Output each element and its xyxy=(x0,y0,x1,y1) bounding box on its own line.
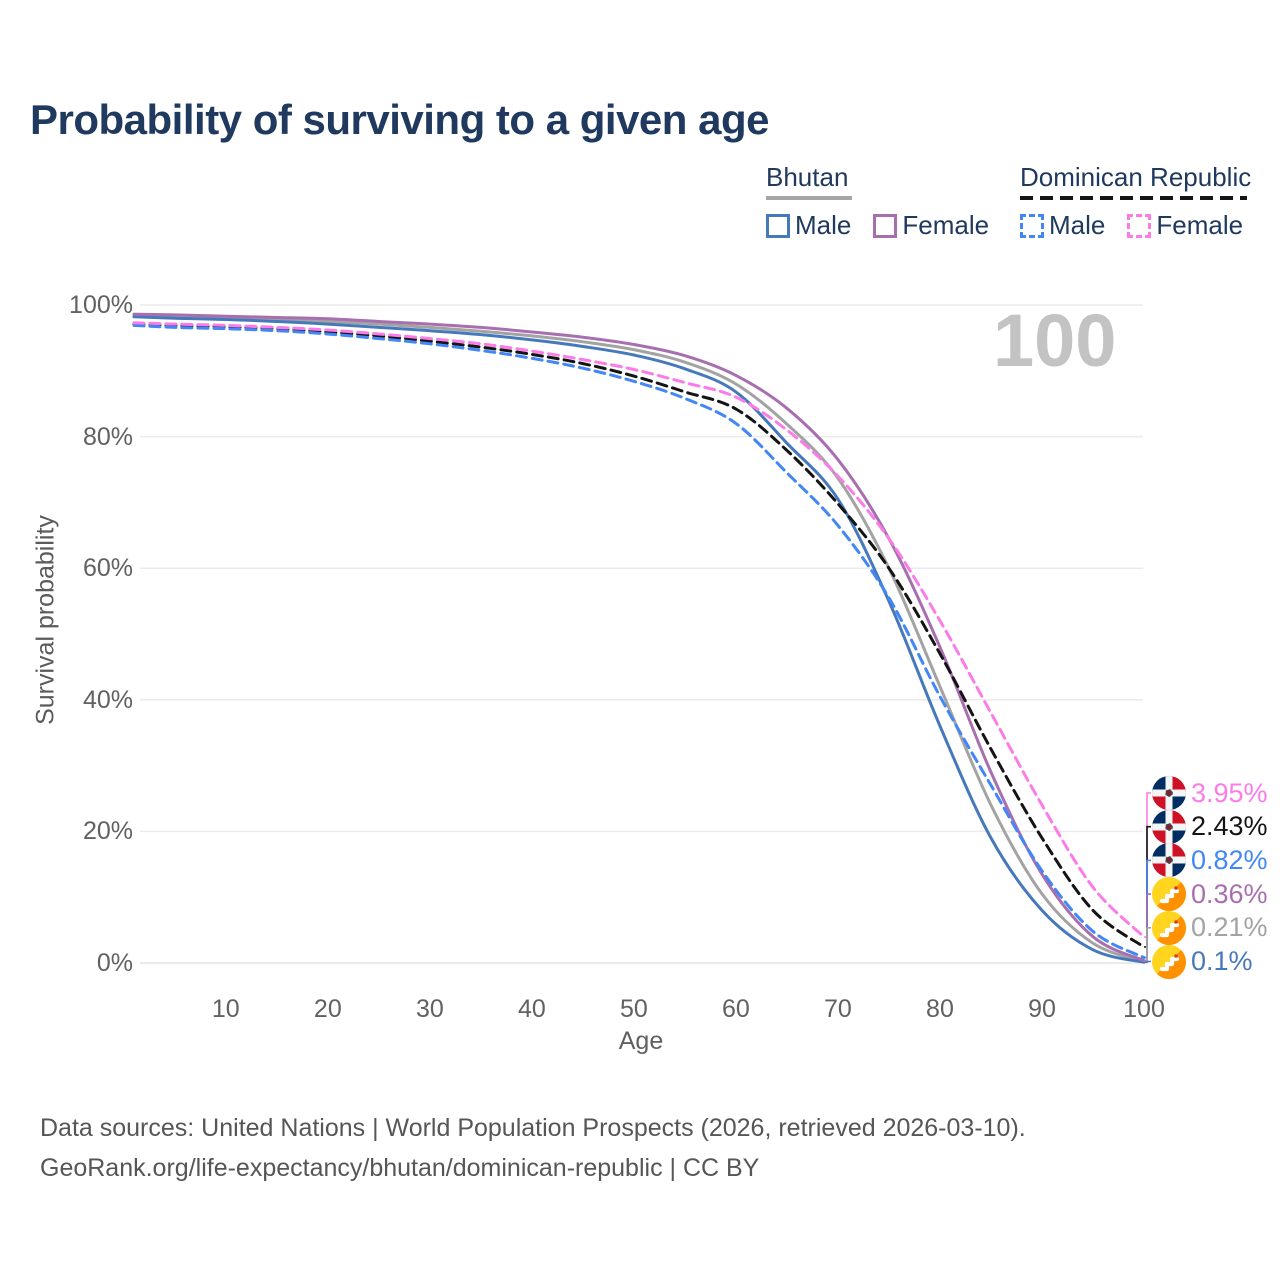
series-line-dominican-republic-male[interactable] xyxy=(132,323,1146,960)
x-tick-label: 50 xyxy=(619,995,648,1023)
page-title: Probability of surviving to a given age xyxy=(30,96,769,143)
dominican-republic-flag-icon xyxy=(1152,809,1186,844)
series-line-dominican-republic-female[interactable] xyxy=(132,321,1146,939)
age-counter-watermark: 100 xyxy=(993,299,1117,382)
end-label-value: 0.1% xyxy=(1191,946,1253,976)
series-line-bhutan-total[interactable] xyxy=(132,314,1146,964)
footer: Data sources: United Nations | World Pop… xyxy=(40,1108,1026,1188)
dominican-republic-flag-icon xyxy=(1152,776,1186,810)
end-label-value: 0.21% xyxy=(1191,912,1268,943)
y-tick-label: 100% xyxy=(69,291,133,319)
x-tick-label: 30 xyxy=(415,995,444,1023)
x-tick-label: 80 xyxy=(926,995,954,1023)
legend-country-bhutan: Bhutan xyxy=(766,162,849,192)
x-tick-label: 70 xyxy=(824,995,852,1023)
legend-label-bhutan-female[interactable]: Female xyxy=(902,210,990,240)
legend-group-dominican-republic: Dominican Republic Male Female xyxy=(1020,162,1265,241)
end-label-row: 3.95% xyxy=(1152,775,1268,811)
x-tick-label: 90 xyxy=(1028,995,1056,1023)
legend-label-bhutan-male[interactable]: Male xyxy=(795,210,852,240)
x-tick-label: 40 xyxy=(517,995,546,1023)
x-tick-label: 60 xyxy=(722,995,750,1023)
x-tick-label: 100 xyxy=(1123,995,1165,1023)
series-line-dominican-republic-total[interactable] xyxy=(132,322,1146,949)
end-label-value: 0.36% xyxy=(1191,878,1268,909)
y-tick-label: 20% xyxy=(82,817,133,846)
end-label-row: 0.1% xyxy=(1152,944,1253,980)
legend-underline-dashed xyxy=(1020,196,1247,200)
dominican-republic-flag-icon xyxy=(1152,843,1186,878)
end-label-value: 2.43% xyxy=(1191,811,1268,842)
end-label-connector xyxy=(1144,960,1151,964)
end-label-value: 3.95% xyxy=(1191,777,1268,808)
checkbox-dr-male[interactable] xyxy=(1020,213,1044,238)
legend-label-dr-female[interactable]: Female xyxy=(1156,210,1244,240)
series-line-bhutan-female[interactable] xyxy=(132,312,1146,963)
bhutan-flag-icon xyxy=(1152,877,1186,912)
y-tick-label: 0% xyxy=(96,949,133,977)
checkbox-dr-female[interactable] xyxy=(1127,213,1152,238)
legend-label-dr-male[interactable]: Male xyxy=(1049,210,1106,240)
legend-underline-solid xyxy=(766,196,852,200)
bhutan-flag-icon xyxy=(1152,910,1186,945)
checkbox-bhutan-female[interactable] xyxy=(873,213,898,238)
y-axis-title: Survival probability xyxy=(31,515,60,725)
y-tick-label: 40% xyxy=(82,685,133,714)
end-label-row: 0.21% xyxy=(1152,910,1268,946)
legend-group-bhutan: Bhutan Male Female xyxy=(766,162,1011,241)
y-tick-label: 80% xyxy=(82,422,133,451)
footer-link: GeoRank.org/life-expectancy/bhutan/domin… xyxy=(40,1154,760,1182)
end-label-row: 0.82% xyxy=(1152,842,1268,878)
y-tick-label: 60% xyxy=(82,554,133,583)
bhutan-flag-icon xyxy=(1152,944,1186,979)
end-label-value: 0.82% xyxy=(1191,844,1268,875)
x-tick-label: 10 xyxy=(211,995,240,1023)
end-label-row: 2.43% xyxy=(1152,809,1268,845)
checkbox-bhutan-male[interactable] xyxy=(766,213,790,238)
end-label-row: 0.36% xyxy=(1152,876,1268,912)
series-line-bhutan-male[interactable] xyxy=(132,315,1146,964)
footer-sources: Data sources: United Nations | World Pop… xyxy=(40,1114,1026,1142)
x-axis-title: Age xyxy=(618,1027,664,1055)
x-tick-label: 20 xyxy=(313,995,342,1023)
legend-country-dominican-republic: Dominican Republic xyxy=(1020,162,1252,192)
